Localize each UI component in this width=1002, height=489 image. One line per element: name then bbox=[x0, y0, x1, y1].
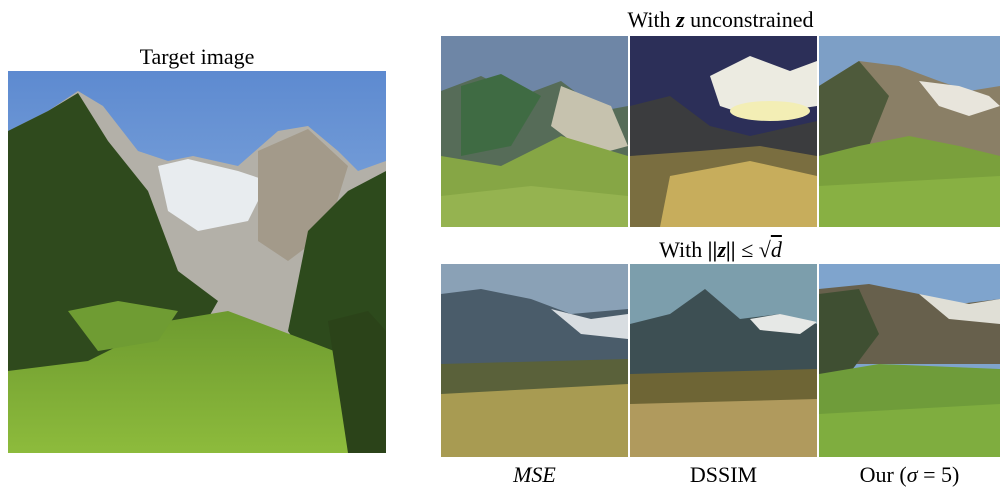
unconstrained-mse-image bbox=[441, 36, 628, 227]
constrained-prefix: With bbox=[659, 237, 708, 262]
constrained-mse-image bbox=[441, 264, 628, 457]
col-label-ours: Our (σ = 5) bbox=[819, 462, 1000, 488]
constrained-dssim-image bbox=[630, 264, 817, 457]
sqrt-d: d bbox=[770, 237, 782, 262]
sqrt-symbol: √ bbox=[758, 237, 771, 262]
unconstrained-ours-image bbox=[819, 36, 1000, 227]
norm-z: ||z|| bbox=[707, 237, 736, 262]
constrained-title: With ||z|| ≤ √d bbox=[441, 237, 1000, 263]
sigma-symbol: σ bbox=[906, 462, 918, 487]
unconstrained-suffix: unconstrained bbox=[684, 7, 814, 32]
unconstrained-dssim-image bbox=[630, 36, 817, 227]
leq-symbol: ≤ bbox=[735, 237, 759, 262]
col-label-mse: MSE bbox=[513, 462, 556, 487]
ours-suffix: = 5) bbox=[917, 462, 960, 487]
constrained-ours-image bbox=[819, 264, 1000, 457]
z-variable: z bbox=[676, 7, 685, 32]
col-label-dssim: DSSIM bbox=[689, 462, 758, 487]
unconstrained-title: With z unconstrained bbox=[441, 7, 1000, 33]
unconstrained-prefix: With bbox=[627, 7, 677, 32]
target-image bbox=[8, 71, 386, 453]
ours-prefix: Our ( bbox=[859, 462, 907, 487]
target-image-title: Target image bbox=[139, 44, 255, 69]
